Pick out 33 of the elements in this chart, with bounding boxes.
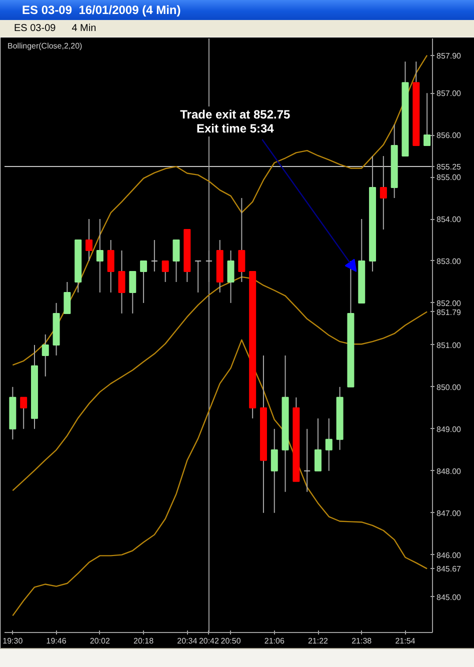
y-tick-label: 851.00 (436, 340, 462, 350)
x-tick-label: 21:38 (352, 636, 372, 646)
annotation: Bollinger(Close,2,20) (8, 42, 83, 50)
x-tick-label: 20:18 (134, 636, 154, 646)
y-tick-label: 854.00 (436, 215, 462, 224)
data-label: 857.90 (436, 51, 462, 60)
y-tick-label: 847.00 (436, 508, 462, 518)
y-tick-label: 850.00 (436, 382, 462, 392)
data-label: 845.67 (436, 564, 462, 574)
y-tick-label: 846.00 (436, 550, 462, 560)
x-tick-label: 19:30 (2, 636, 24, 646)
x-tick-label: 21:54 (395, 636, 416, 646)
text: 4 Min (72, 23, 96, 34)
y-tick-label: 848.00 (436, 466, 462, 476)
annotation: Trade exit at 852.75 Exit time 5:34 (180, 107, 291, 136)
x-tick-label: 20:34 (177, 636, 198, 646)
y-tick-label: 849.00 (436, 424, 462, 434)
x-tick-label: 20:50 (220, 636, 242, 646)
y-tick-label: 853.00 (436, 256, 462, 266)
text: ES 03-09 (14, 23, 56, 34)
y-tick-label: 852.00 (436, 298, 462, 308)
x-tick-label: 20:02 (90, 636, 110, 646)
x-tick-label: 19:46 (46, 636, 67, 646)
ref-line-label: 855.25 (436, 162, 462, 172)
y-tick-label: 856.00 (436, 131, 462, 140)
y-tick-label: 845.00 (436, 592, 462, 602)
x-tick-label: 21:06 (264, 636, 285, 646)
ref-line-label: 20:42 (198, 636, 220, 646)
y-tick-label: 855.00 (436, 173, 462, 182)
x-tick-label: 21:22 (308, 636, 329, 646)
data-label: 851.79 (436, 308, 462, 317)
y-tick-label: 857.00 (436, 89, 462, 98)
chart-title: ES 03-09 16/01/2009 (4 Min) (22, 2, 181, 19)
